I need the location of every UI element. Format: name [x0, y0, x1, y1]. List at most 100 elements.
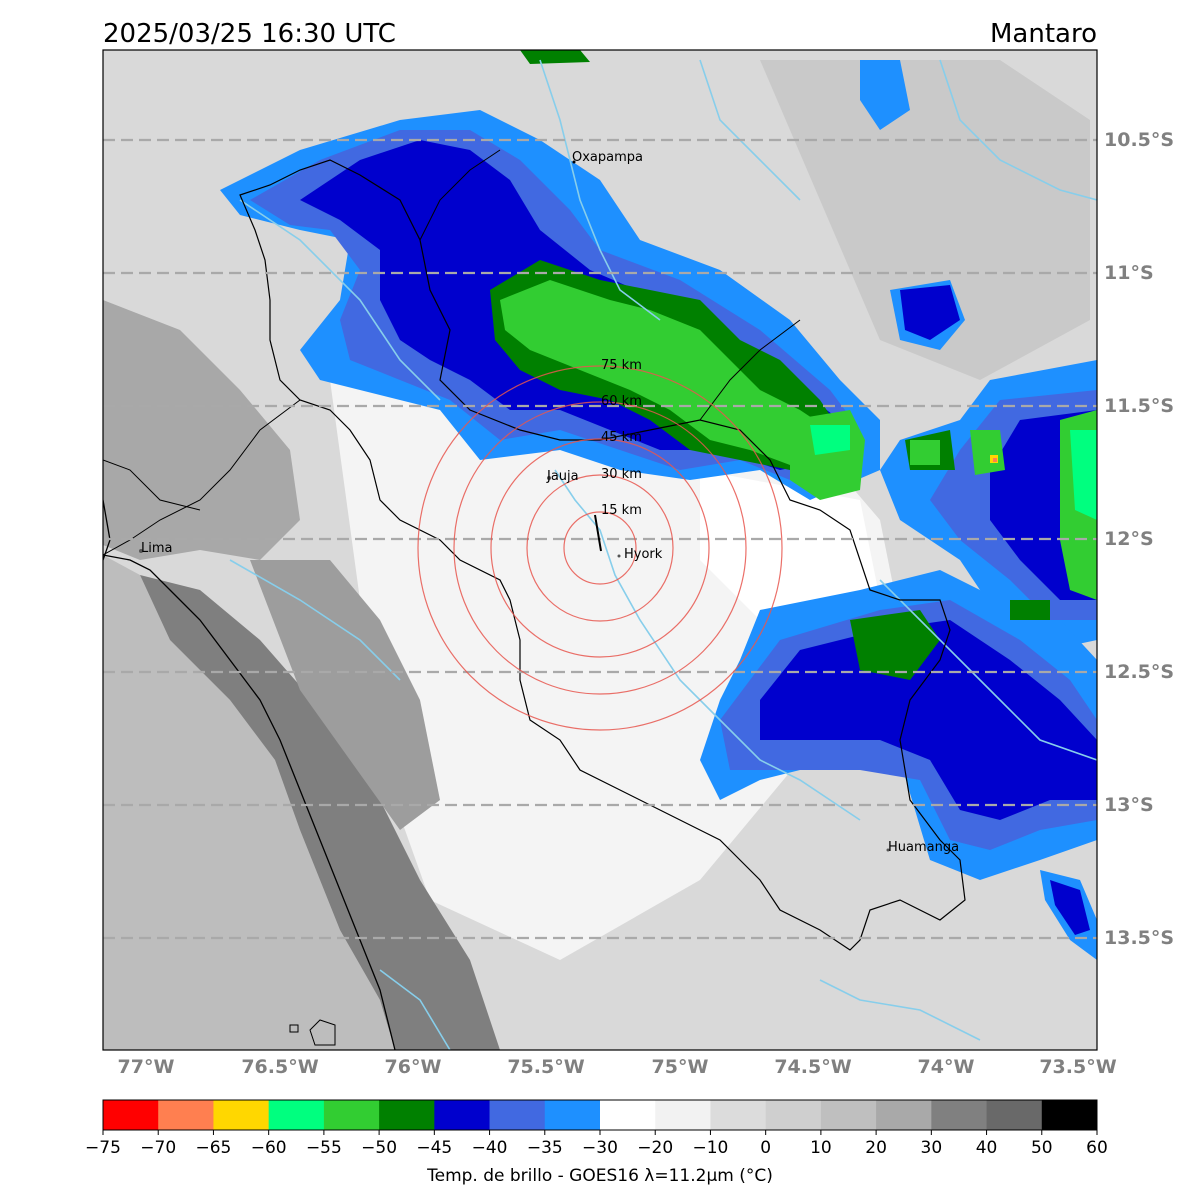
coastal-river	[379, 969, 451, 1050]
ring-label-30km: 30 km	[601, 467, 642, 482]
lima-marker	[139, 549, 143, 553]
ocean	[103, 555, 395, 1050]
lat-label-10-5s: 10.5°S	[1104, 129, 1174, 151]
colorbar-tick-label: 10	[810, 1138, 832, 1158]
colorbar-swatch	[710, 1100, 767, 1130]
ring-label-60km: 60 km	[601, 394, 642, 409]
northeast-river	[939, 59, 1097, 201]
cloud-region-top	[520, 50, 590, 64]
cloud-region-55	[500, 280, 830, 465]
colorbar-tick-label: −30	[582, 1138, 618, 1158]
colorbar-swatch	[655, 1100, 711, 1130]
hyork-marker	[617, 554, 621, 558]
ring-15km	[563, 511, 637, 585]
range-rings	[417, 365, 783, 731]
western-slope	[250, 560, 440, 830]
lon-label-76-5w: 76.5°W	[241, 1056, 318, 1078]
islet	[289, 1024, 299, 1033]
ring-75km	[417, 365, 783, 731]
lon-label-74w: 74°W	[918, 1056, 975, 1078]
lat-label-12-5s: 12.5°S	[1104, 661, 1174, 683]
warm-cloud-region-2	[700, 470, 880, 620]
place-oxapampa: Oxapampa	[572, 150, 643, 165]
cloud-region-60-east	[1070, 430, 1097, 520]
ring-60km	[453, 401, 747, 695]
cloud-region-50-south	[850, 610, 940, 680]
colorbar-tick-label: 0	[760, 1138, 771, 1158]
department-boundary-3	[419, 149, 501, 241]
map-frame	[102, 49, 1098, 1051]
colorbar-swatch	[931, 1100, 987, 1130]
place-hyork: Hyork	[624, 547, 663, 562]
colorbar-tick-label: 50	[1031, 1138, 1053, 1158]
colorbar-swatch	[268, 1100, 325, 1130]
colorbar-swatch	[986, 1100, 1043, 1130]
colorbar-tick-label: −70	[140, 1138, 176, 1158]
lat-label-11-5s: 11.5°S	[1104, 395, 1174, 417]
department-boundary-4	[699, 319, 801, 421]
region-title: Mantaro	[990, 19, 1097, 49]
colorbar-swatch	[489, 1100, 546, 1130]
island	[309, 1019, 336, 1046]
cloud-core-se	[1050, 880, 1090, 935]
colorbar-swatches	[103, 1100, 1098, 1130]
rivers	[229, 59, 1097, 1050]
oxapampa-marker	[572, 160, 576, 164]
cloud-cell-55-b	[910, 440, 940, 465]
lat-label-11s: 11°S	[1104, 262, 1154, 284]
colorbar-swatch	[544, 1100, 601, 1130]
colorbar-tick-label: −75	[85, 1138, 121, 1158]
lat-label-13s: 13°S	[1104, 794, 1154, 816]
colorbar-frame	[102, 1099, 1098, 1131]
cloud-region-45-south	[760, 620, 1097, 820]
ring-label-75km: 75 km	[601, 358, 642, 373]
cloud-cell-ne	[860, 60, 910, 130]
colorbar-swatch	[600, 1100, 656, 1130]
colorbar-swatch	[323, 1100, 380, 1130]
colorbar-ticks: −75 −70 −65 −60 −55 −50 −45 −40 −35 −30 −20 −10 0 10 2…	[85, 1130, 1108, 1158]
northern-river	[539, 59, 661, 321]
map-area: 15 km 30 km 45 km 60 km 75 km Oxapampa J…	[103, 50, 1097, 1050]
place-huamanga: Huamanga	[888, 840, 959, 855]
latitude-labels: 10.5°S 11°S 11.5°S 12°S 12.5°S 13°S 13.5…	[1104, 129, 1174, 949]
colorbar-tick-label: 60	[1086, 1138, 1108, 1158]
lon-label-75-5w: 75.5°W	[507, 1056, 584, 1078]
colorbar: −75 −70 −65 −60 −55 −50 −45 −40 −35 −30 −20 −10 0 10 2…	[85, 1099, 1108, 1186]
lat-label-12s: 12°S	[1104, 528, 1154, 550]
timestamp-title: 2025/03/25 16:30 UTC	[103, 19, 396, 49]
apurimac-river	[879, 579, 1097, 761]
colorbar-tick-label: −40	[472, 1138, 508, 1158]
colorbar-swatch	[434, 1100, 490, 1130]
colorbar-tick-label: 30	[921, 1138, 943, 1158]
colorbar-swatch	[820, 1100, 877, 1130]
western-river-1	[239, 199, 441, 401]
colorbar-swatch	[158, 1100, 214, 1130]
western-river-2	[229, 559, 401, 681]
colorbar-tick-label: −45	[416, 1138, 452, 1158]
mantaro-river	[554, 469, 861, 821]
radar-beam-line	[594, 514, 602, 552]
coastal-terrain	[140, 575, 500, 1050]
lon-label-73-5w: 73.5°W	[1039, 1056, 1116, 1078]
lon-label-77w: 77°W	[118, 1056, 175, 1078]
cloud-region-60	[810, 425, 850, 455]
colorbar-label: Temp. de brillo - GOES16 λ=11.2μm (°C)	[426, 1166, 773, 1186]
colorbar-swatch	[765, 1100, 822, 1130]
colorbar-swatch	[1041, 1100, 1098, 1130]
jauja-marker	[547, 476, 551, 480]
huamanga-marker	[886, 848, 890, 852]
lat-label-13-5s: 13.5°S	[1104, 927, 1174, 949]
ring-label-45km: 45 km	[601, 430, 642, 445]
cloud-cell-50-s	[1010, 600, 1050, 620]
latitude-gridlines	[103, 138, 1097, 940]
colorbar-swatch	[876, 1100, 932, 1130]
western-terrain	[103, 300, 300, 560]
cloud-cell-70	[993, 458, 997, 462]
colorbar-swatch	[103, 1100, 159, 1130]
ring-45km	[490, 438, 710, 658]
place-lima: Lima	[141, 541, 172, 556]
colorbar-tick-label: −20	[637, 1138, 673, 1158]
ring-label-15km: 15 km	[601, 503, 642, 518]
colorbar-tick-label: −50	[361, 1138, 397, 1158]
lon-label-76w: 76°W	[385, 1056, 442, 1078]
